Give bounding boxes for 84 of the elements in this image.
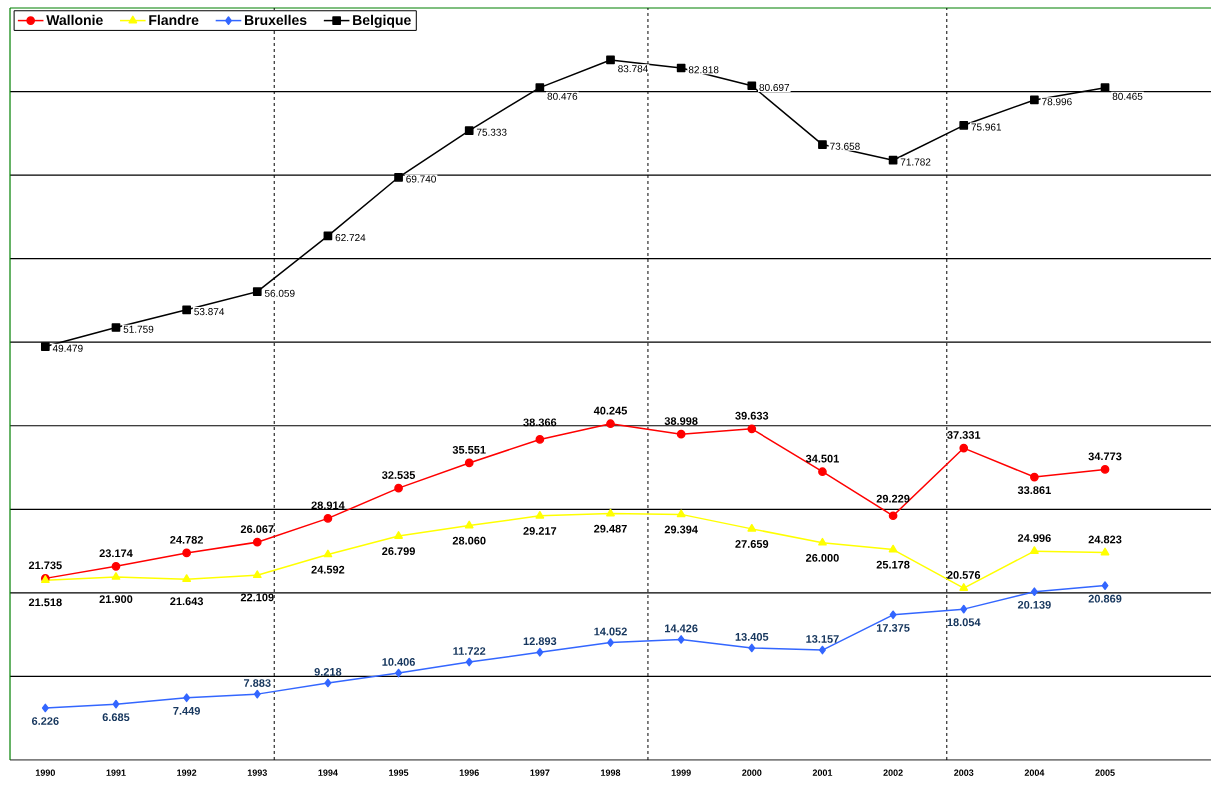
data-label: 21.735 bbox=[28, 561, 62, 570]
data-label: 38.998 bbox=[664, 417, 698, 425]
data-label: 35.551 bbox=[452, 445, 486, 454]
legend-label: Wallonie bbox=[46, 14, 103, 26]
data-label: 21.518 bbox=[28, 598, 62, 607]
data-label: 75.333 bbox=[476, 128, 507, 136]
data-label: 22.109 bbox=[240, 593, 274, 602]
x-tick-label: 1994 bbox=[318, 769, 338, 776]
data-label: 83.784 bbox=[618, 65, 648, 73]
data-label: 13.405 bbox=[735, 632, 769, 641]
data-label: 37.331 bbox=[947, 431, 981, 439]
x-tick-label: 2004 bbox=[1024, 769, 1045, 776]
data-label: 51.759 bbox=[123, 325, 154, 333]
data-label: 14.052 bbox=[594, 627, 627, 636]
data-label: 26.067 bbox=[240, 525, 274, 533]
legend-label: Belgique bbox=[353, 14, 411, 28]
x-tick-label: 2001 bbox=[812, 769, 833, 776]
x-tick-label: 1997 bbox=[530, 769, 550, 776]
data-label: 40.245 bbox=[593, 406, 628, 415]
data-label: 20.576 bbox=[947, 571, 981, 579]
data-label: 6.226 bbox=[31, 717, 59, 725]
x-tick-label: 1998 bbox=[601, 769, 621, 776]
x-tick-label: 2000 bbox=[742, 769, 762, 776]
data-label: 80.697 bbox=[759, 83, 790, 92]
data-label: 12.893 bbox=[523, 637, 557, 646]
data-label: 21.643 bbox=[170, 597, 204, 606]
data-label: 18.054 bbox=[947, 618, 981, 627]
data-label: 23.174 bbox=[99, 549, 133, 558]
x-tick-label: 1995 bbox=[389, 769, 409, 776]
data-label: 29.487 bbox=[594, 524, 627, 533]
data-label: 24.823 bbox=[1088, 535, 1122, 544]
data-label: 24.996 bbox=[1017, 534, 1051, 542]
x-tick-label: 1999 bbox=[671, 769, 691, 776]
data-label: 28.914 bbox=[311, 501, 345, 510]
data-label: 25.178 bbox=[876, 560, 910, 569]
data-label: 26.000 bbox=[806, 553, 839, 562]
data-label: 34.501 bbox=[805, 454, 839, 463]
data-label: 7.449 bbox=[173, 706, 200, 715]
data-label: 62.724 bbox=[335, 234, 366, 242]
data-label: 38.366 bbox=[523, 418, 557, 427]
data-label: 20.139 bbox=[1017, 600, 1051, 609]
data-label: 29.229 bbox=[876, 494, 910, 503]
data-label: 78.996 bbox=[1042, 98, 1072, 106]
legend-label: Flandre bbox=[149, 14, 199, 26]
data-label: 7.883 bbox=[243, 679, 271, 687]
data-label: 9.218 bbox=[314, 667, 342, 676]
x-tick-label: 1996 bbox=[459, 769, 479, 776]
data-label: 71.782 bbox=[900, 158, 931, 166]
data-label: 34.773 bbox=[1088, 452, 1122, 461]
data-label: 29.394 bbox=[664, 525, 698, 534]
legend-label: Bruxelles bbox=[244, 14, 307, 26]
data-label: 21.900 bbox=[99, 595, 133, 603]
x-tick-label: 2005 bbox=[1095, 769, 1115, 776]
data-label: 33.861 bbox=[1017, 486, 1051, 495]
data-label: 53.874 bbox=[194, 308, 225, 316]
data-label: 32.535 bbox=[381, 471, 416, 479]
data-label: 28.060 bbox=[452, 536, 486, 545]
data-label: 80.465 bbox=[1112, 92, 1143, 100]
data-label: 27.659 bbox=[735, 540, 769, 548]
data-label: 24.782 bbox=[170, 535, 203, 544]
x-tick-label: 1991 bbox=[106, 769, 126, 776]
data-label: 82.818 bbox=[688, 66, 719, 74]
data-label: 10.406 bbox=[382, 658, 415, 666]
data-label: 80.476 bbox=[547, 92, 578, 100]
data-label: 13.157 bbox=[806, 635, 839, 643]
x-tick-label: 2002 bbox=[883, 769, 903, 776]
data-label: 24.592 bbox=[311, 565, 345, 574]
data-label: 69.740 bbox=[406, 175, 436, 183]
data-label: 11.722 bbox=[453, 647, 486, 655]
data-label: 14.426 bbox=[665, 624, 698, 633]
data-label: 26.799 bbox=[382, 547, 415, 556]
data-label: 29.217 bbox=[523, 527, 557, 535]
data-label: 73.658 bbox=[830, 142, 860, 150]
x-tick-label: 1990 bbox=[35, 769, 55, 776]
data-label: 39.633 bbox=[735, 411, 769, 420]
x-tick-label: 1992 bbox=[177, 769, 197, 776]
data-label: 17.375 bbox=[876, 624, 910, 632]
data-label: 75.961 bbox=[971, 123, 1002, 131]
x-tick-label: 1993 bbox=[247, 769, 267, 776]
data-label: 49.479 bbox=[52, 344, 83, 352]
data-label: 6.685 bbox=[102, 713, 130, 722]
data-label: 20.869 bbox=[1088, 594, 1122, 603]
data-label: 56.059 bbox=[264, 289, 295, 297]
x-tick-label: 2003 bbox=[954, 769, 974, 776]
